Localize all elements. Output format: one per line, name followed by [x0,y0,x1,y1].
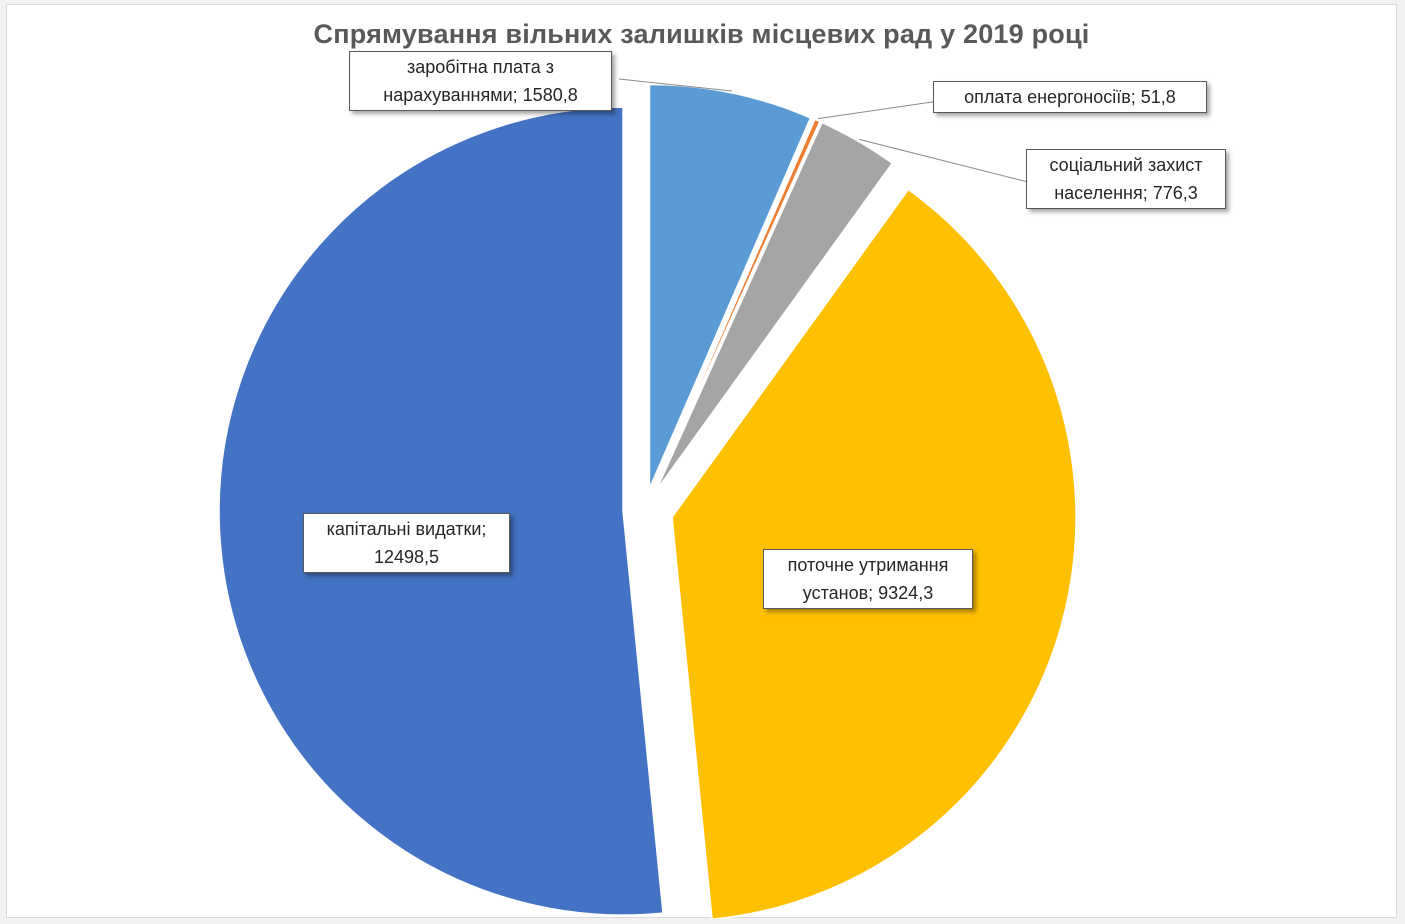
data-label-text: установ; 9324,3 [802,583,934,603]
data-label-text: капітальні видатки; [326,519,487,539]
pie-slice-4 [218,106,664,916]
leader-line-2 [859,138,1033,184]
pie-slice-0 [648,83,812,489]
data-label-text: соціальний захист [1049,155,1203,175]
data-label-text: заробітна плата з [407,57,554,77]
data-label-text: поточне утримання [787,555,949,575]
chart-title: Спрямування вільних залишків місцевих ра… [313,19,1090,49]
data-label-text: 12498,5 [373,547,440,567]
data-label-1: оплата енергоносіїв; 51,8 [933,81,1207,113]
data-label-2: соціальний захист населення; 776,3 [1026,149,1226,209]
data-label-4: капітальні видатки; 12498,5 [303,513,510,573]
pie-chart [218,78,1077,919]
data-label-0: заробітна плата з нарахуваннями; 1580,8 [349,51,612,111]
data-label-text: населення; 776,3 [1054,183,1198,203]
pie-slice-2 [655,121,894,492]
data-label-text: оплата енергоносіїв; 51,8 [964,87,1176,107]
leader-line-0 [618,78,733,92]
leader-line-1 [818,100,940,120]
pie-slice-1 [653,118,821,491]
chart-area: Спрямування вільних залишків місцевих ра… [6,4,1397,919]
data-label-text: нарахуваннями; 1580,8 [383,85,578,105]
data-label-3: поточне утримання установ; 9324,3 [763,549,973,609]
